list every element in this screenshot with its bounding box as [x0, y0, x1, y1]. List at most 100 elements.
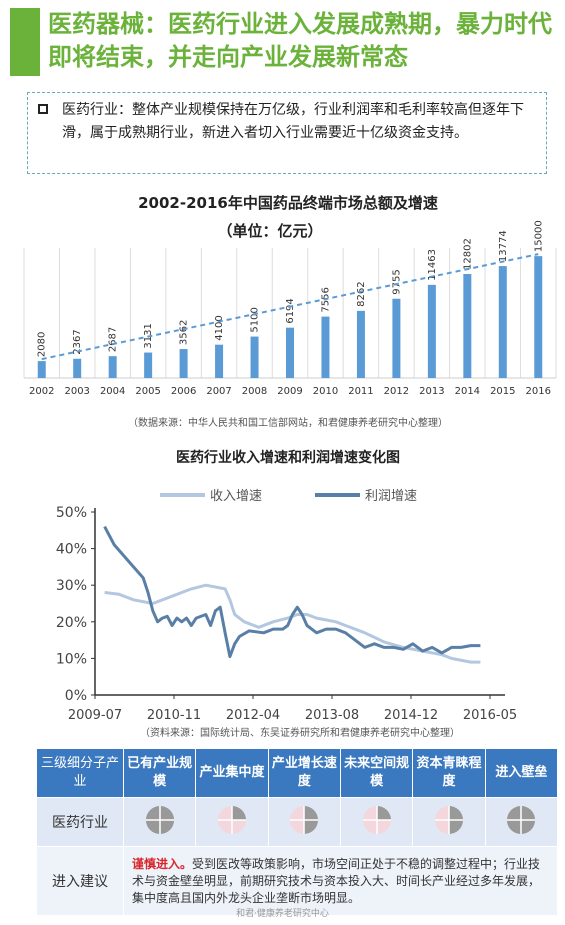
bar-value-label: 8262: [356, 281, 367, 306]
eval-recommendation-row: 进入建议 谨慎进入。受到医改等政策影响，市场空间正处于不稳的调整过程中；行业技术…: [36, 846, 558, 916]
line-y-tick: 10%: [56, 651, 87, 667]
line-chart-legend: 收入增速 利润增速: [160, 489, 417, 504]
bar: [144, 352, 153, 378]
bar: [321, 316, 330, 378]
growth-line-chart: 医药行业收入增速和利润增速变化图 收入增速 利润增速 0% 10% 20% 30% 40…: [56, 449, 517, 739]
bar-x-tick: 2015: [490, 386, 515, 397]
recommendation-emphasis: 谨慎进入。: [132, 856, 193, 871]
square-bullet-icon: [38, 104, 48, 114]
bar-value-label: 2367: [72, 329, 83, 354]
bar-x-tick: 2010: [313, 386, 338, 397]
eval-rating-row: 医药行业: [36, 797, 559, 847]
rating-pie-icon: [362, 806, 391, 834]
rating-pie-icon: [434, 806, 463, 834]
line-x-tick: 2012-04: [226, 708, 280, 723]
bar: [215, 344, 224, 378]
eval-row-label: 医药行业: [36, 797, 124, 847]
recommendation-label: 进入建议: [36, 846, 124, 916]
bar: [427, 284, 436, 378]
eval-header-cell: 进入壁垒: [484, 748, 559, 798]
bar-value-label: 2080: [37, 332, 48, 357]
rating-cell: [195, 797, 269, 847]
bar-chart-subtitle: （单位：亿元）: [217, 222, 322, 240]
bar-value-label: 6194: [285, 298, 296, 323]
bar-chart-trendline: [41, 253, 539, 361]
rating-pie-icon: [217, 806, 246, 834]
bar-value-label: 2687: [108, 327, 119, 352]
eval-header-cell: 已有产业规模: [122, 748, 197, 798]
bar-x-tick: 2012: [384, 386, 409, 397]
bar: [37, 361, 46, 378]
bar-value-label: 15000: [533, 220, 544, 252]
bar: [286, 327, 294, 378]
recommendation-cell: 谨慎进入。受到医改等政策影响，市场空间正处于不稳的调整过程中；行业技术与资金壁垒…: [123, 846, 558, 916]
rating-cell: [484, 797, 559, 847]
bar-x-tick: 2014: [455, 386, 480, 397]
line-chart-title: 医药行业收入增速和利润增速变化图: [176, 449, 400, 466]
bar-value-label: 11463: [427, 249, 438, 281]
bar-chart-x-ticks: 2002 2003 2004 2005 2006 2007 2008 2009 2010 2011…: [29, 386, 551, 397]
bar-value-label: 9755: [391, 269, 402, 294]
page-header: 医药器械：医药行业进入发展成熟期，暴力时代即将结束，并走向产业发展新常态: [0, 0, 565, 82]
bar-x-tick: 2003: [64, 386, 89, 397]
line-y-tick: 20%: [56, 615, 87, 631]
bar-x-tick: 2013: [419, 386, 444, 397]
bar: [250, 336, 259, 378]
bar-chart-title: 2002-2016年中国药品终端市场总额及增速: [138, 194, 438, 212]
bar-x-tick: 2009: [277, 386, 302, 397]
bar-chart-source: （数据来源：中华人民共和国工信部网站，和君健康养老研究中心整理）: [128, 416, 448, 429]
bar-chart-bars: [37, 256, 543, 378]
bar: [463, 273, 472, 378]
bar-value-label: 3562: [179, 320, 190, 345]
bar: [179, 349, 188, 378]
rating-pie-icon: [290, 806, 319, 834]
line-x-tick: 2013-08: [305, 708, 359, 723]
rating-cell: [122, 797, 197, 847]
bar: [392, 298, 401, 378]
legend-label-profit: 利润增速: [365, 489, 417, 504]
intro-box: 医药行业：整体产业规模保持在万亿级，行业利润率和毛利率较高但逐年下滑，属于成熟期…: [27, 92, 547, 174]
bar-x-tick: 2005: [135, 386, 160, 397]
bar-x-tick: 2004: [100, 386, 125, 397]
legend-label-revenue: 收入增速: [210, 489, 262, 504]
page-title: 医药器械：医药行业进入发展成熟期，暴力时代即将结束，并走向产业发展新常态: [48, 10, 552, 71]
bar: [73, 358, 82, 378]
bar-x-tick: 2006: [171, 386, 196, 397]
line-y-tick: 40%: [56, 542, 87, 558]
market-size-bar-chart: 2002-2016年中国药品终端市场总额及增速 （单位：亿元） 2080 2367…: [23, 194, 557, 429]
bar-value-label: 12802: [462, 238, 473, 270]
rating-cell: [267, 797, 341, 847]
profit-growth-line: [103, 525, 481, 659]
rating-cell: [339, 797, 414, 847]
bar: [356, 310, 365, 378]
line-y-tick: 50%: [56, 505, 87, 521]
line-y-tick: 30%: [56, 578, 87, 594]
industry-evaluation-table: 三级细分子产业 已有产业规模 产业集中度 产业增长速度 未来空间规模 资本青睐程…: [36, 748, 559, 916]
bar-value-label: 5100: [250, 307, 261, 332]
rating-pie-icon: [507, 806, 536, 834]
pie-slice: [376, 806, 391, 820]
pie-slice: [231, 806, 246, 820]
line-chart-source: （资料来源：国际统计局、东吴证券研究所和君健康养老研究中心整理）: [140, 726, 460, 739]
eval-header-cell: 产业增长速度: [267, 748, 341, 798]
bar: [498, 266, 507, 378]
line-x-tick: 2009-07: [68, 708, 122, 723]
line-chart-axes: 0% 10% 20% 30% 40% 50% 2009-07 2010-11 2012-04 20…: [56, 505, 517, 723]
recommendation-text: 受到医改等政策影响，市场空间正处于不稳的调整过程中；行业技术与资金壁垒明显，前期…: [132, 856, 541, 905]
rating-cell: [412, 797, 486, 847]
bar: [108, 356, 117, 378]
revenue-growth-line: [104, 583, 481, 664]
line-chart-series: [103, 525, 481, 664]
bar-value-label: 4100: [214, 315, 225, 340]
bar-x-tick: 2007: [206, 386, 231, 397]
bar-x-tick: 2011: [348, 386, 373, 397]
line-x-tick: 2016-05: [463, 708, 517, 723]
line-y-tick: 0%: [65, 688, 87, 704]
eval-header-row: 三级细分子产业 已有产业规模 产业集中度 产业增长速度 未来空间规模 资本青睐程…: [36, 748, 559, 798]
line-x-tick: 2010-11: [147, 708, 201, 723]
eval-header-cell: 资本青睐程度: [412, 748, 486, 798]
bar: [534, 256, 543, 378]
bar-x-tick: 2002: [29, 386, 54, 397]
footer-watermark: 和君·健康养老研究中心: [236, 909, 329, 919]
bar-value-label: 13774: [498, 230, 509, 262]
